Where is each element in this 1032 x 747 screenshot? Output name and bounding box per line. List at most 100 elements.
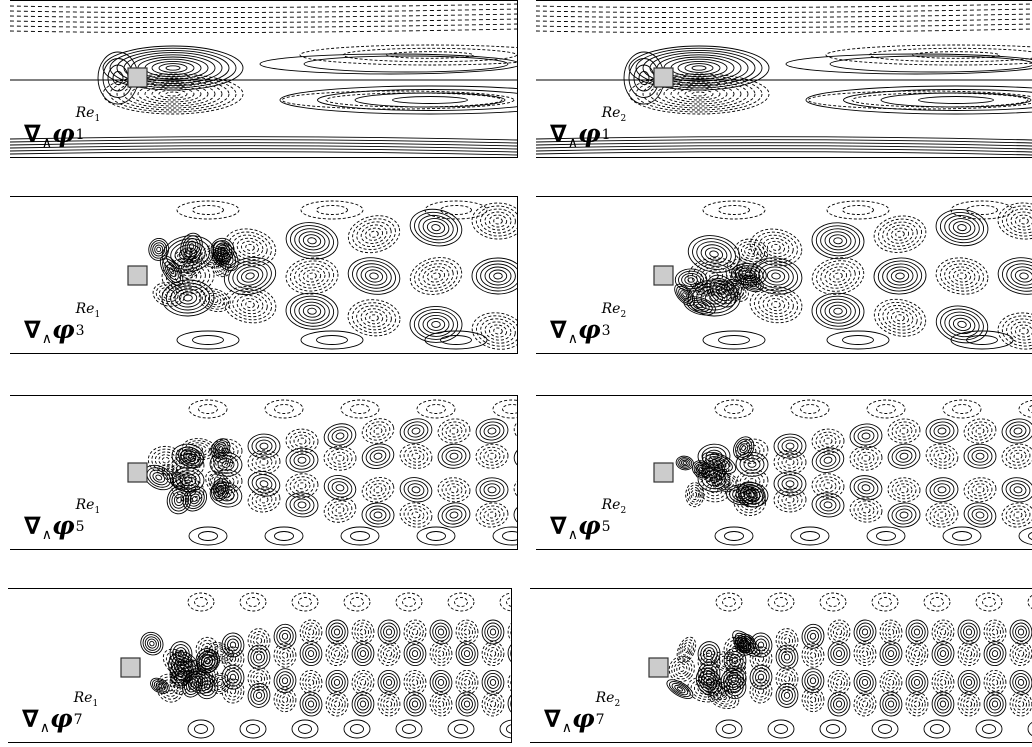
contour-line: [158, 63, 188, 73]
contour-line: [216, 482, 224, 489]
contour-line: [948, 266, 976, 286]
contour-line: [714, 526, 754, 546]
contour-line: [930, 724, 944, 734]
contour-line: [887, 477, 921, 503]
contour-line: [965, 678, 973, 686]
contour-line: [930, 597, 944, 607]
contour-line: [299, 691, 323, 717]
contour-line: [293, 498, 311, 512]
contour-line: [187, 719, 215, 739]
contour-line: [183, 462, 193, 470]
contour-line: [991, 650, 999, 658]
contour-line: [227, 684, 239, 698]
contour-line: [859, 697, 871, 711]
contour-line: [409, 697, 421, 711]
contour-line: [144, 85, 202, 103]
contour-line: [255, 637, 263, 645]
contour-line: [158, 89, 188, 99]
contour-line: [755, 652, 767, 666]
contour-line: [702, 200, 766, 220]
contour-line: [929, 505, 955, 525]
contour-line: [807, 674, 819, 688]
contour-plot: [530, 588, 1032, 743]
contour-line: [298, 597, 312, 607]
phi-symbol: φ: [577, 511, 601, 540]
contour-line: [1010, 321, 1032, 341]
contour-line: [880, 92, 1032, 108]
contour-line: [905, 619, 929, 645]
contour-line: [825, 44, 1032, 66]
contour-line: [937, 625, 949, 639]
contour-line: [426, 404, 446, 414]
contour-line: [866, 399, 906, 419]
phi-symbol: φ: [571, 704, 595, 733]
contour-line: [479, 480, 505, 500]
contour-line: [303, 55, 509, 73]
contour-line: [183, 452, 193, 460]
contour-line: [250, 685, 268, 705]
contour-line: [217, 680, 223, 687]
contour-line: [480, 208, 516, 234]
contour-line: [357, 625, 369, 639]
contour-line: [989, 625, 1001, 639]
contour-line: [957, 691, 981, 717]
contour-line: [861, 678, 869, 686]
contour-line: [687, 257, 741, 295]
contour-line: [775, 628, 799, 654]
contour-line: [1012, 622, 1030, 642]
contour-line: [359, 628, 367, 636]
contour-line: [758, 234, 794, 261]
contour-line: [944, 215, 980, 241]
contour-line: [861, 506, 871, 514]
contour-line: [785, 442, 795, 450]
contour-line: [402, 597, 416, 607]
contour-line: [809, 632, 817, 640]
contour-line: [950, 330, 1014, 350]
contour-line: [807, 693, 819, 707]
contour-line: [441, 505, 467, 525]
contour-line: [247, 487, 281, 513]
contour-line: [356, 221, 392, 247]
reynolds-superscript: Re2: [595, 690, 621, 709]
contour-line: [967, 505, 993, 525]
contour-line: [255, 477, 273, 491]
contour-line: [487, 486, 497, 494]
contour-line: [298, 301, 326, 321]
contour-line: [1013, 511, 1023, 519]
contour-line: [213, 485, 239, 505]
contour-line: [982, 724, 996, 734]
contour-line: [343, 592, 371, 612]
contour-line: [333, 700, 341, 708]
contour-line: [293, 479, 311, 493]
contour-line: [217, 444, 235, 458]
contour-line: [475, 443, 509, 469]
contour-line: [1010, 266, 1032, 286]
contour-line: [842, 205, 874, 215]
contour-line: [933, 449, 951, 463]
contour-line: [137, 83, 209, 105]
contour-line: [426, 269, 446, 283]
contour-line: [536, 136, 1032, 141]
contour-line: [743, 475, 761, 489]
contour-line: [963, 647, 975, 661]
contour-line: [305, 647, 317, 661]
contour-line: [259, 442, 269, 450]
contour-line: [380, 672, 398, 692]
contour-line: [217, 246, 234, 266]
contour-line: [856, 672, 874, 692]
contour-line: [154, 244, 164, 255]
contour-line: [824, 231, 852, 251]
contour-line: [475, 477, 509, 503]
contour-line: [426, 221, 446, 235]
contour-line: [240, 298, 260, 312]
reynolds-superscript: Re1: [75, 105, 101, 124]
contour-line: [691, 260, 737, 292]
contour-line: [923, 592, 951, 612]
contour-line: [656, 81, 742, 107]
contour-line: [678, 665, 685, 672]
contour-line: [712, 683, 726, 697]
contour-plot: [10, 196, 518, 354]
contour-line: [778, 647, 796, 667]
contour-line: [781, 650, 793, 664]
contour-line: [186, 676, 200, 693]
